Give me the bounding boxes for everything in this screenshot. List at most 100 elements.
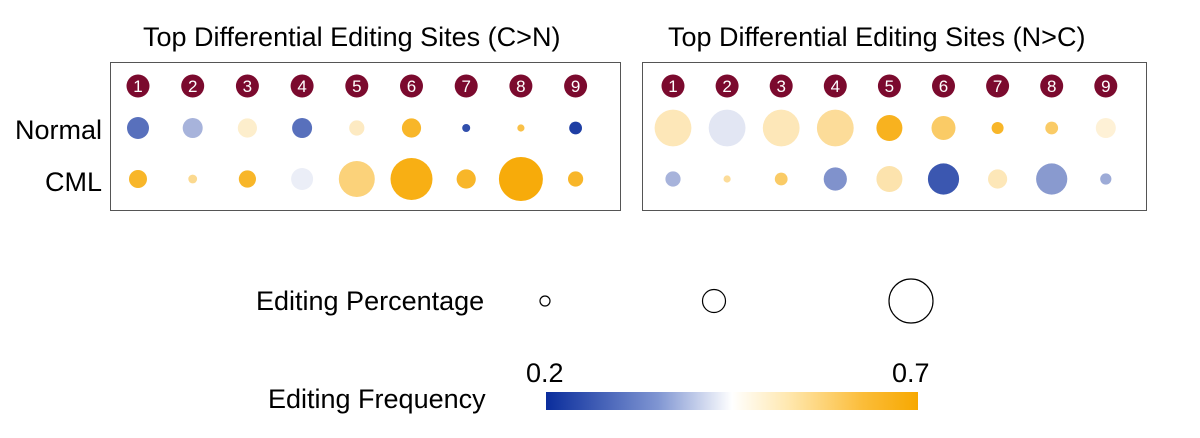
bubble-cml-site-2 [723,175,731,183]
site-badge-circle [769,74,793,98]
site-badge-8: 8 [1040,74,1064,98]
site-badge-label: 9 [571,77,580,96]
color-legend-title: Editing Frequency [268,384,486,414]
bubble-normal-site-7 [462,124,471,132]
bubble-cml-site-8 [498,157,543,201]
site-badge-circle [823,74,847,98]
panel-frame-cn [110,62,621,211]
site-badge-6: 6 [932,74,955,98]
site-badge-label: 8 [1047,77,1056,96]
bubble-cml-site-1 [129,170,147,188]
bubble-normal-site-4 [292,118,313,138]
panel-title-cn: Top Differential Editing Sites (C>N) [143,22,561,52]
site-badge-label: 1 [668,77,677,96]
row-label-normal: Normal [14,115,102,145]
bubble-cml-site-6 [927,163,960,195]
site-badge-8: 8 [509,74,533,98]
bubble-normal-site-2 [182,118,203,138]
site-badge-circle [181,74,205,98]
bubble-cml-site-1 [665,171,681,187]
bubble-normal-site-9 [1095,118,1116,138]
site-badge-label: 3 [243,77,252,96]
site-badge-circle [454,74,478,98]
color-legend-max: 0.7 [892,358,930,388]
site-badge-circle [877,74,901,98]
bubble-normal-site-6 [931,116,956,140]
site-badge-circle [932,74,955,98]
site-badge-4: 4 [823,74,847,98]
row-label-cml: CML [44,167,102,197]
site-badge-circle [509,74,533,98]
site-badge-label: 8 [516,77,525,96]
site-badge-circle [290,74,314,98]
site-badge-label: 4 [297,77,306,96]
size-legend-circle-3 [888,278,934,324]
bubble-normal-site-2 [708,109,746,147]
bubble-normal-site-3 [762,109,800,147]
site-badge-label: 4 [831,77,840,96]
panel-title-nc: Top Differential Editing Sites (N>C) [668,22,1086,52]
bubble-cml-site-4 [291,168,314,190]
site-badge-9: 9 [1094,74,1118,98]
site-badge-circle [345,74,369,98]
bubble-cml-site-8 [1036,163,1068,195]
site-badge-circle [564,74,588,98]
site-badge-label: 7 [461,77,470,96]
site-badge-label: 2 [722,77,731,96]
bubble-cml-site-3 [774,172,788,186]
site-badge-circle [400,74,423,98]
site-badge-6: 6 [400,74,423,98]
site-badge-circle [715,74,739,98]
bubble-normal-site-1 [127,117,149,139]
site-badge-label: 2 [188,77,197,96]
bubble-cml-site-9 [1100,173,1112,185]
site-badge-circle [1040,74,1064,98]
site-badge-label: 9 [1101,77,1110,96]
site-badge-3: 3 [769,74,793,98]
bubble-cml-site-3 [238,170,256,188]
bubble-normal-site-1 [654,109,692,147]
bubble-cml-site-5 [876,166,903,192]
bubble-normal-site-4 [816,109,854,147]
site-badge-circle [661,74,685,98]
site-badge-2: 2 [715,74,739,98]
bubble-cml-site-5 [338,161,375,197]
size-legend-title: Editing Percentage [256,286,485,316]
site-badge-circle [126,74,150,98]
size-legend-circle-2 [701,288,727,314]
site-badge-2: 2 [181,74,205,98]
bubble-normal-site-7 [991,122,1004,134]
bubble-cml-site-2 [188,174,198,184]
bubble-cml-site-7 [988,169,1008,189]
site-badge-7: 7 [454,74,478,98]
bubble-cml-site-9 [568,171,584,187]
bubble-normal-site-8 [1045,121,1059,135]
site-badge-label: 6 [407,77,416,96]
site-badge-7: 7 [986,74,1010,98]
bubble-normal-site-3 [237,118,257,138]
color-legend-min: 0.2 [526,358,564,388]
bubble-normal-site-9 [569,121,582,135]
bubble-cml-site-6 [390,158,433,200]
bubble-cml-site-7 [456,169,476,189]
site-badge-circle [235,74,259,98]
panel-frame-nc [642,62,1147,211]
size-legend-circle-1 [539,295,551,307]
site-badge-9: 9 [564,74,588,98]
bubble-normal-site-5 [349,120,365,136]
bubble-cml-site-4 [823,167,847,191]
site-badge-circle [1094,74,1118,98]
site-badge-circle [986,74,1010,98]
bubble-normal-site-8 [517,124,525,132]
site-badge-4: 4 [290,74,314,98]
color-gradient-bar [546,392,918,410]
site-badge-5: 5 [345,74,369,98]
site-badge-1: 1 [126,74,150,98]
bubble-normal-site-5 [876,115,903,141]
site-badge-3: 3 [235,74,259,98]
site-badge-label: 5 [352,77,361,96]
site-badge-label: 7 [993,77,1002,96]
site-badge-label: 5 [885,77,894,96]
site-badge-1: 1 [661,74,685,98]
